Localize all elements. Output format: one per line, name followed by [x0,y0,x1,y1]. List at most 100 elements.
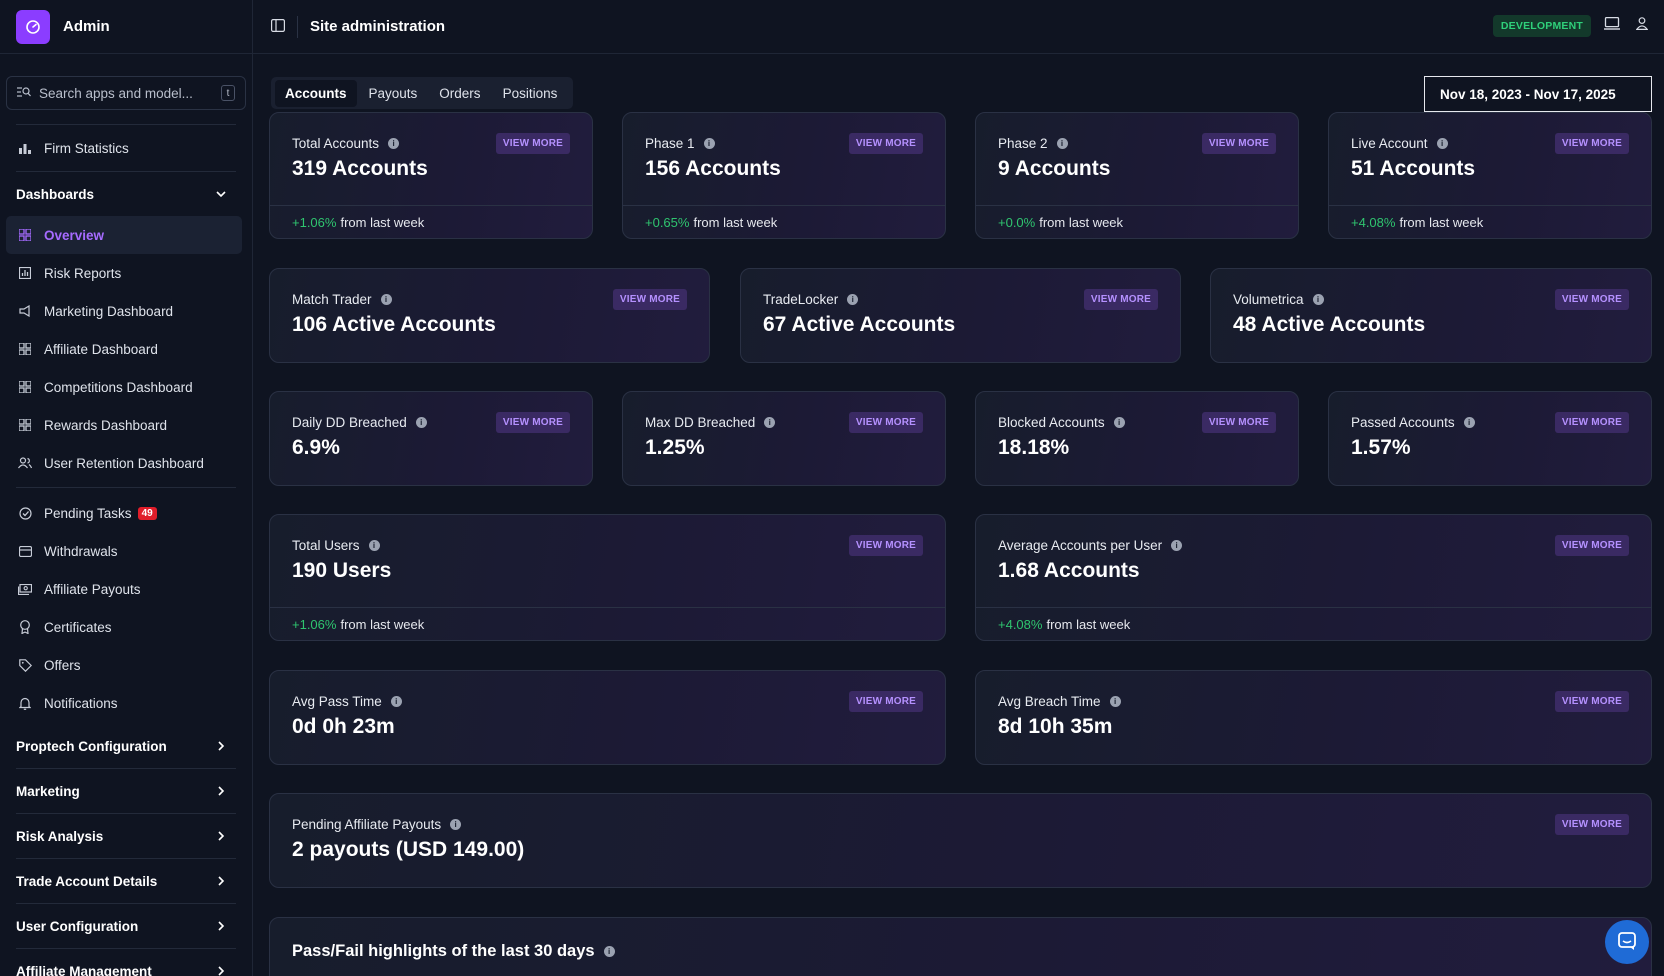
sidebar-item-label: Overview [44,227,105,243]
sidebar-item-firm-statistics[interactable]: Firm Statistics [0,129,252,167]
info-icon[interactable]: i [1109,696,1121,707]
sidebar-item-label: Marketing Dashboard [44,303,174,319]
grid-icon [18,228,32,242]
view-more-button[interactable]: VIEW MORE [1083,289,1158,310]
info-icon[interactable]: i [703,138,715,149]
tab-accounts[interactable]: Accounts [275,79,357,107]
tab-orders[interactable]: Orders [439,85,481,101]
section-user-configuration[interactable]: User Configuration [0,904,252,948]
view-more-button[interactable]: VIEW MORE [848,133,923,154]
sidebar-item-overview[interactable]: Overview [6,216,242,254]
info-icon[interactable]: i [847,294,859,305]
divider [16,124,236,125]
view-more-button[interactable]: VIEW MORE [1554,814,1629,835]
card-value: 0d 0h 23m [292,715,395,738]
sidebar-item-user-retention-dashboard[interactable]: User Retention Dashboard [0,444,252,482]
sidebar-item-affiliate-dashboard[interactable]: Affiliate Dashboard [0,330,252,368]
card-daily-dd-breached: Daily DD Breached i 6.9% VIEW MORE [269,391,593,486]
card-label: Volumetrica i [1233,292,1324,307]
info-icon[interactable]: i [1056,138,1068,149]
info-icon[interactable]: i [1113,417,1125,428]
view-more-button[interactable]: VIEW MORE [495,133,570,154]
search-box[interactable]: Search apps and model... t [6,76,246,110]
sidebar-item-pending-tasks[interactable]: Pending Tasks 49 [0,494,252,532]
gauge-icon [16,9,50,44]
card-average-accounts-per-user: Average Accounts per User i 1.68 Accounts… [975,514,1652,641]
sidebar-item-certificates[interactable]: Certificates [0,608,252,646]
card-phase-2: Phase 2 i 9 Accounts VIEW MORE +0.0% from … [975,112,1299,239]
card-label: Blocked Accounts i [998,415,1125,430]
card-max-dd-breached: Max DD Breached i 1.25% VIEW MORE [622,391,946,486]
section-proptech-configuration[interactable]: Proptech Configuration [0,724,252,768]
card-total-accounts: Total Accounts i 319 Accounts VIEW MORE +… [269,112,593,239]
view-more-button[interactable]: VIEW MORE [1554,289,1629,310]
info-icon[interactable]: i [1312,294,1324,305]
view-more-button[interactable]: VIEW MORE [1201,133,1276,154]
card-pending-affiliate-payouts: Pending Affiliate Payouts i 2 payouts (US… [269,793,1652,888]
divider [16,948,236,949]
view-more-button[interactable]: VIEW MORE [495,412,570,433]
user-icon[interactable] [1635,17,1649,33]
section-risk-analysis[interactable]: Risk Analysis [0,814,252,858]
info-icon[interactable]: i [1463,417,1475,428]
section-marketing[interactable]: Marketing [0,769,252,813]
sidebar-item-label: Withdrawals [44,543,118,559]
card-label: Avg Pass Time i [292,694,402,709]
view-more-button[interactable]: VIEW MORE [1554,133,1629,154]
section-dashboards[interactable]: Dashboards [0,172,252,216]
sidebar-toggle-icon[interactable] [271,18,286,35]
section-label: Dashboards [16,186,95,202]
section-affiliate-management[interactable]: Affiliate Management [0,949,252,976]
view-more-button[interactable]: VIEW MORE [1554,412,1629,433]
tab-payouts[interactable]: Payouts [368,85,418,101]
info-icon[interactable]: i [415,417,427,428]
divider [16,171,236,172]
info-icon[interactable]: i [388,138,400,149]
view-more-button[interactable]: VIEW MORE [848,412,923,433]
monitor-icon[interactable] [1604,16,1620,33]
section-trade-account-details[interactable]: Trade Account Details [0,859,252,903]
chevron-right-icon [216,784,226,799]
sidebar-item-offers[interactable]: Offers [0,646,252,684]
sidebar-item-label: Competitions Dashboard [44,379,193,395]
sidebar-item-risk-reports[interactable]: Risk Reports [0,254,252,292]
info-icon[interactable]: i [450,819,462,830]
tab-positions[interactable]: Positions [502,85,558,101]
sidebar-item-marketing-dashboard[interactable]: Marketing Dashboard [0,292,252,330]
change-percent: +1.06% [292,214,337,230]
bell-icon [18,696,32,710]
card-passed-accounts: Passed Accounts i 1.57% VIEW MORE [1328,391,1652,486]
view-more-button[interactable]: VIEW MORE [1201,412,1276,433]
change-percent: +4.08% [1351,214,1396,230]
info-icon[interactable]: i [368,540,380,551]
date-range-picker[interactable]: Nov 18, 2023 - Nov 17, 2025 [1424,76,1652,112]
sidebar-item-rewards-dashboard[interactable]: Rewards Dashboard [0,406,252,444]
sidebar-item-withdrawals[interactable]: Withdrawals [0,532,252,570]
info-icon[interactable]: i [764,417,776,428]
search-input[interactable]: Search apps and model... [39,85,193,101]
sidebar-item-competitions-dashboard[interactable]: Competitions Dashboard [0,368,252,406]
sidebar-item-notifications[interactable]: Notifications [0,684,252,722]
card-label-text: Avg Pass Time [292,694,382,709]
sidebar-item-affiliate-payouts[interactable]: Affiliate Payouts [0,570,252,608]
brand[interactable]: Admin [0,0,252,54]
card-label-text: Avg Breach Time [998,694,1101,709]
info-icon[interactable]: i [380,294,392,305]
card-label-text: Volumetrica [1233,292,1304,307]
info-icon[interactable]: i [1171,540,1183,551]
info-icon[interactable]: i [390,696,402,707]
divider [16,813,236,814]
view-more-button[interactable]: VIEW MORE [1554,535,1629,556]
chat-launcher-button[interactable] [1605,920,1649,964]
info-icon[interactable]: i [1436,138,1448,149]
info-icon[interactable]: i [603,946,615,957]
chevron-right-icon [216,874,226,889]
section-label: Affiliate Management [16,963,152,976]
card-label: Match Trader i [292,292,392,307]
view-more-button[interactable]: VIEW MORE [612,289,687,310]
view-more-button[interactable]: VIEW MORE [1554,691,1629,712]
section-label: Proptech Configuration [16,738,167,754]
view-more-button[interactable]: VIEW MORE [848,691,923,712]
change-caption: from last week [1399,214,1484,230]
view-more-button[interactable]: VIEW MORE [848,535,923,556]
